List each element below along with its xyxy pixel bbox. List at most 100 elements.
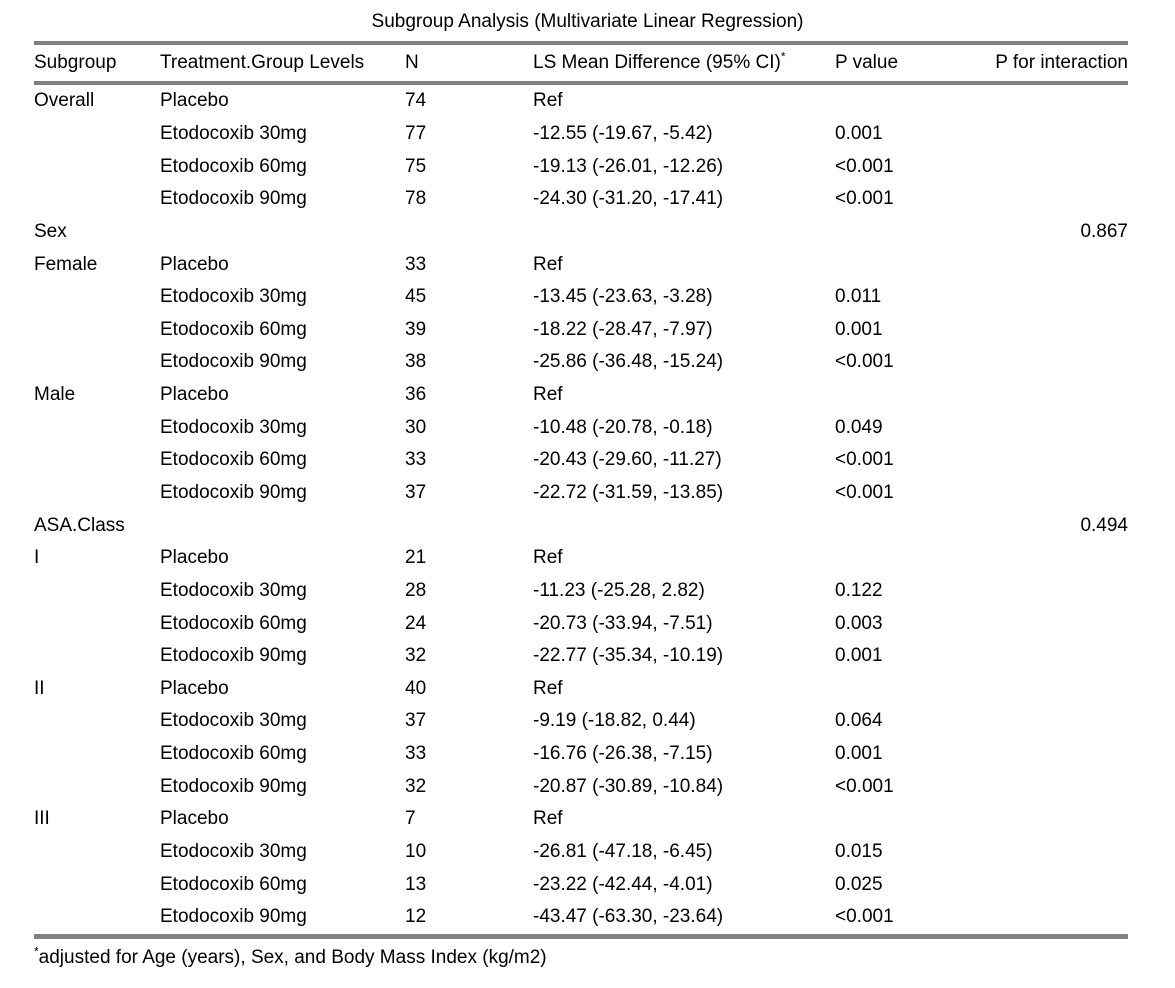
column-header-subgroup: Subgroup: [34, 43, 160, 85]
cell-n: [405, 509, 533, 542]
cell-subgroup: [34, 346, 160, 379]
column-header-n: N: [405, 43, 533, 85]
cell-treatment: Etodocoxib 30mg: [160, 841, 307, 863]
cell-subgroup: [34, 118, 160, 151]
table-row: Etodocoxib 30mg 77 -12.55 (-19.67, -5.42) 0…: [34, 118, 1128, 151]
cell-pvalue: [835, 673, 982, 706]
cell-treatment: Etodocoxib 90mg: [160, 482, 307, 503]
table-row: Etodocoxib 90mg 32 -20.87 (-30.89, -10.84)…: [34, 770, 1128, 803]
cell-pinteraction: [982, 118, 1128, 151]
cell-subgroup: [34, 738, 160, 771]
cell-pinteraction: [982, 868, 1128, 901]
page-title: Subgroup Analysis (Multivariate Linear R…: [371, 11, 804, 32]
cell-pinteraction: [982, 313, 1128, 346]
cell-lsmd: -26.81 (-47.18, -6.45): [533, 841, 713, 863]
cell-subgroup: [34, 183, 160, 216]
column-header-pinteraction: P for interaction: [982, 43, 1128, 85]
cell-n: 32: [405, 645, 427, 667]
cell-pvalue: [835, 216, 982, 249]
cell-pvalue: 0.001: [835, 645, 883, 667]
cell-n: 33: [405, 253, 427, 275]
table-row: III Placebo 7 Ref: [34, 803, 1128, 836]
cell-subgroup: [34, 281, 160, 314]
cell-pinteraction: [982, 183, 1128, 216]
cell-pvalue: 0.011: [835, 286, 882, 308]
cell-subgroup: [34, 836, 160, 869]
cell-lsmd: -20.43 (-29.60, -11.27): [533, 449, 722, 471]
cell-subgroup: Overall: [34, 90, 95, 112]
table-row: I Placebo 21 Ref: [34, 542, 1128, 575]
cell-treatment: Placebo: [160, 677, 229, 699]
cell-n: 33: [405, 449, 427, 471]
cell-n: 32: [405, 775, 427, 797]
cell-pvalue: 0.049: [835, 416, 883, 438]
cell-pinteraction: [982, 673, 1128, 706]
cell-pvalue: <0.001: [835, 155, 894, 177]
table-row: Overall Placebo 74 Ref: [34, 83, 1128, 118]
cell-n: 21: [405, 547, 427, 569]
subgroup-analysis-table: Subgroup Treatment.Group Levels N LS Mean D…: [34, 41, 1128, 939]
cell-pvalue: 0.001: [835, 318, 883, 340]
cell-subgroup: [34, 770, 160, 803]
cell-n: 45: [405, 286, 427, 308]
cell-treatment: [160, 509, 405, 542]
cell-treatment: Etodocoxib 60mg: [160, 873, 307, 895]
cell-pvalue: 0.003: [835, 612, 883, 634]
cell-subgroup: [34, 705, 160, 738]
cell-subgroup: Male: [34, 384, 76, 406]
table-header-row: Subgroup Treatment.Group Levels N LS Mean D…: [34, 43, 1128, 85]
cell-pvalue: <0.001: [835, 449, 894, 471]
table-row: Etodocoxib 60mg 39 -18.22 (-28.47, -7.97) 0…: [34, 313, 1128, 346]
cell-subgroup: II: [34, 677, 45, 699]
table-row: Sex 0.867: [34, 216, 1128, 249]
cell-treatment: Etodocoxib 90mg: [160, 906, 307, 928]
cell-subgroup: [34, 477, 160, 510]
cell-n: 30: [405, 416, 427, 438]
cell-lsmd: Ref: [533, 808, 563, 830]
cell-pinteraction: [982, 379, 1128, 412]
cell-pinteraction: [982, 575, 1128, 608]
cell-pinteraction: [982, 411, 1128, 444]
cell-treatment: Etodocoxib 30mg: [160, 122, 307, 144]
cell-lsmd: -24.30 (-31.20, -17.41): [533, 188, 724, 210]
table-row: Etodocoxib 60mg 33 -16.76 (-26.38, -7.15) 0…: [34, 738, 1128, 771]
cell-pinteraction: [982, 738, 1128, 771]
cell-subgroup: [34, 313, 160, 346]
cell-lsmd: Ref: [533, 384, 563, 406]
table-row: Etodocoxib 60mg 13 -23.22 (-42.44, -4.01) 0…: [34, 868, 1128, 901]
cell-pvalue: 0.001: [835, 122, 883, 144]
cell-lsmd: -25.86 (-36.48, -15.24): [533, 351, 724, 373]
cell-subgroup: ASA.Class: [34, 514, 125, 536]
column-header-lsmd: LS Mean Difference (95% CI)*: [533, 43, 835, 85]
table-row: ASA.Class 0.494: [34, 509, 1128, 542]
cell-lsmd: Ref: [533, 547, 563, 569]
cell-treatment: Etodocoxib 30mg: [160, 286, 307, 308]
cell-pinteraction: [982, 901, 1128, 936]
table-row: II Placebo 40 Ref: [34, 673, 1128, 706]
cell-pvalue: [835, 803, 982, 836]
cell-pinteraction: 0.494: [1080, 514, 1128, 536]
cell-pinteraction: [982, 346, 1128, 379]
cell-n: 7: [405, 808, 416, 830]
cell-pinteraction: [982, 705, 1128, 738]
cell-treatment: Placebo: [160, 547, 229, 569]
cell-pinteraction: [982, 83, 1128, 118]
table-row: Etodocoxib 60mg 33 -20.43 (-29.60, -11.27)…: [34, 444, 1128, 477]
table-row: Etodocoxib 60mg 24 -20.73 (-33.94, -7.51) 0…: [34, 607, 1128, 640]
cell-subgroup: [34, 901, 160, 936]
cell-lsmd: -9.19 (-18.82, 0.44): [533, 710, 696, 732]
cell-treatment: Etodocoxib 60mg: [160, 155, 307, 177]
cell-lsmd: -18.22 (-28.47, -7.97): [533, 318, 713, 340]
cell-n: 28: [405, 579, 427, 601]
cell-n: 39: [405, 318, 427, 340]
table-row: Etodocoxib 90mg 37 -22.72 (-31.59, -13.85)…: [34, 477, 1128, 510]
cell-treatment: [160, 216, 405, 249]
cell-subgroup: [34, 444, 160, 477]
cell-subgroup: Female: [34, 253, 98, 275]
cell-subgroup: [34, 411, 160, 444]
cell-pinteraction: [982, 542, 1128, 575]
cell-pinteraction: [982, 803, 1128, 836]
cell-treatment: Etodocoxib 30mg: [160, 710, 307, 732]
cell-lsmd: -20.87 (-30.89, -10.84): [533, 775, 724, 797]
cell-subgroup: [34, 150, 160, 183]
